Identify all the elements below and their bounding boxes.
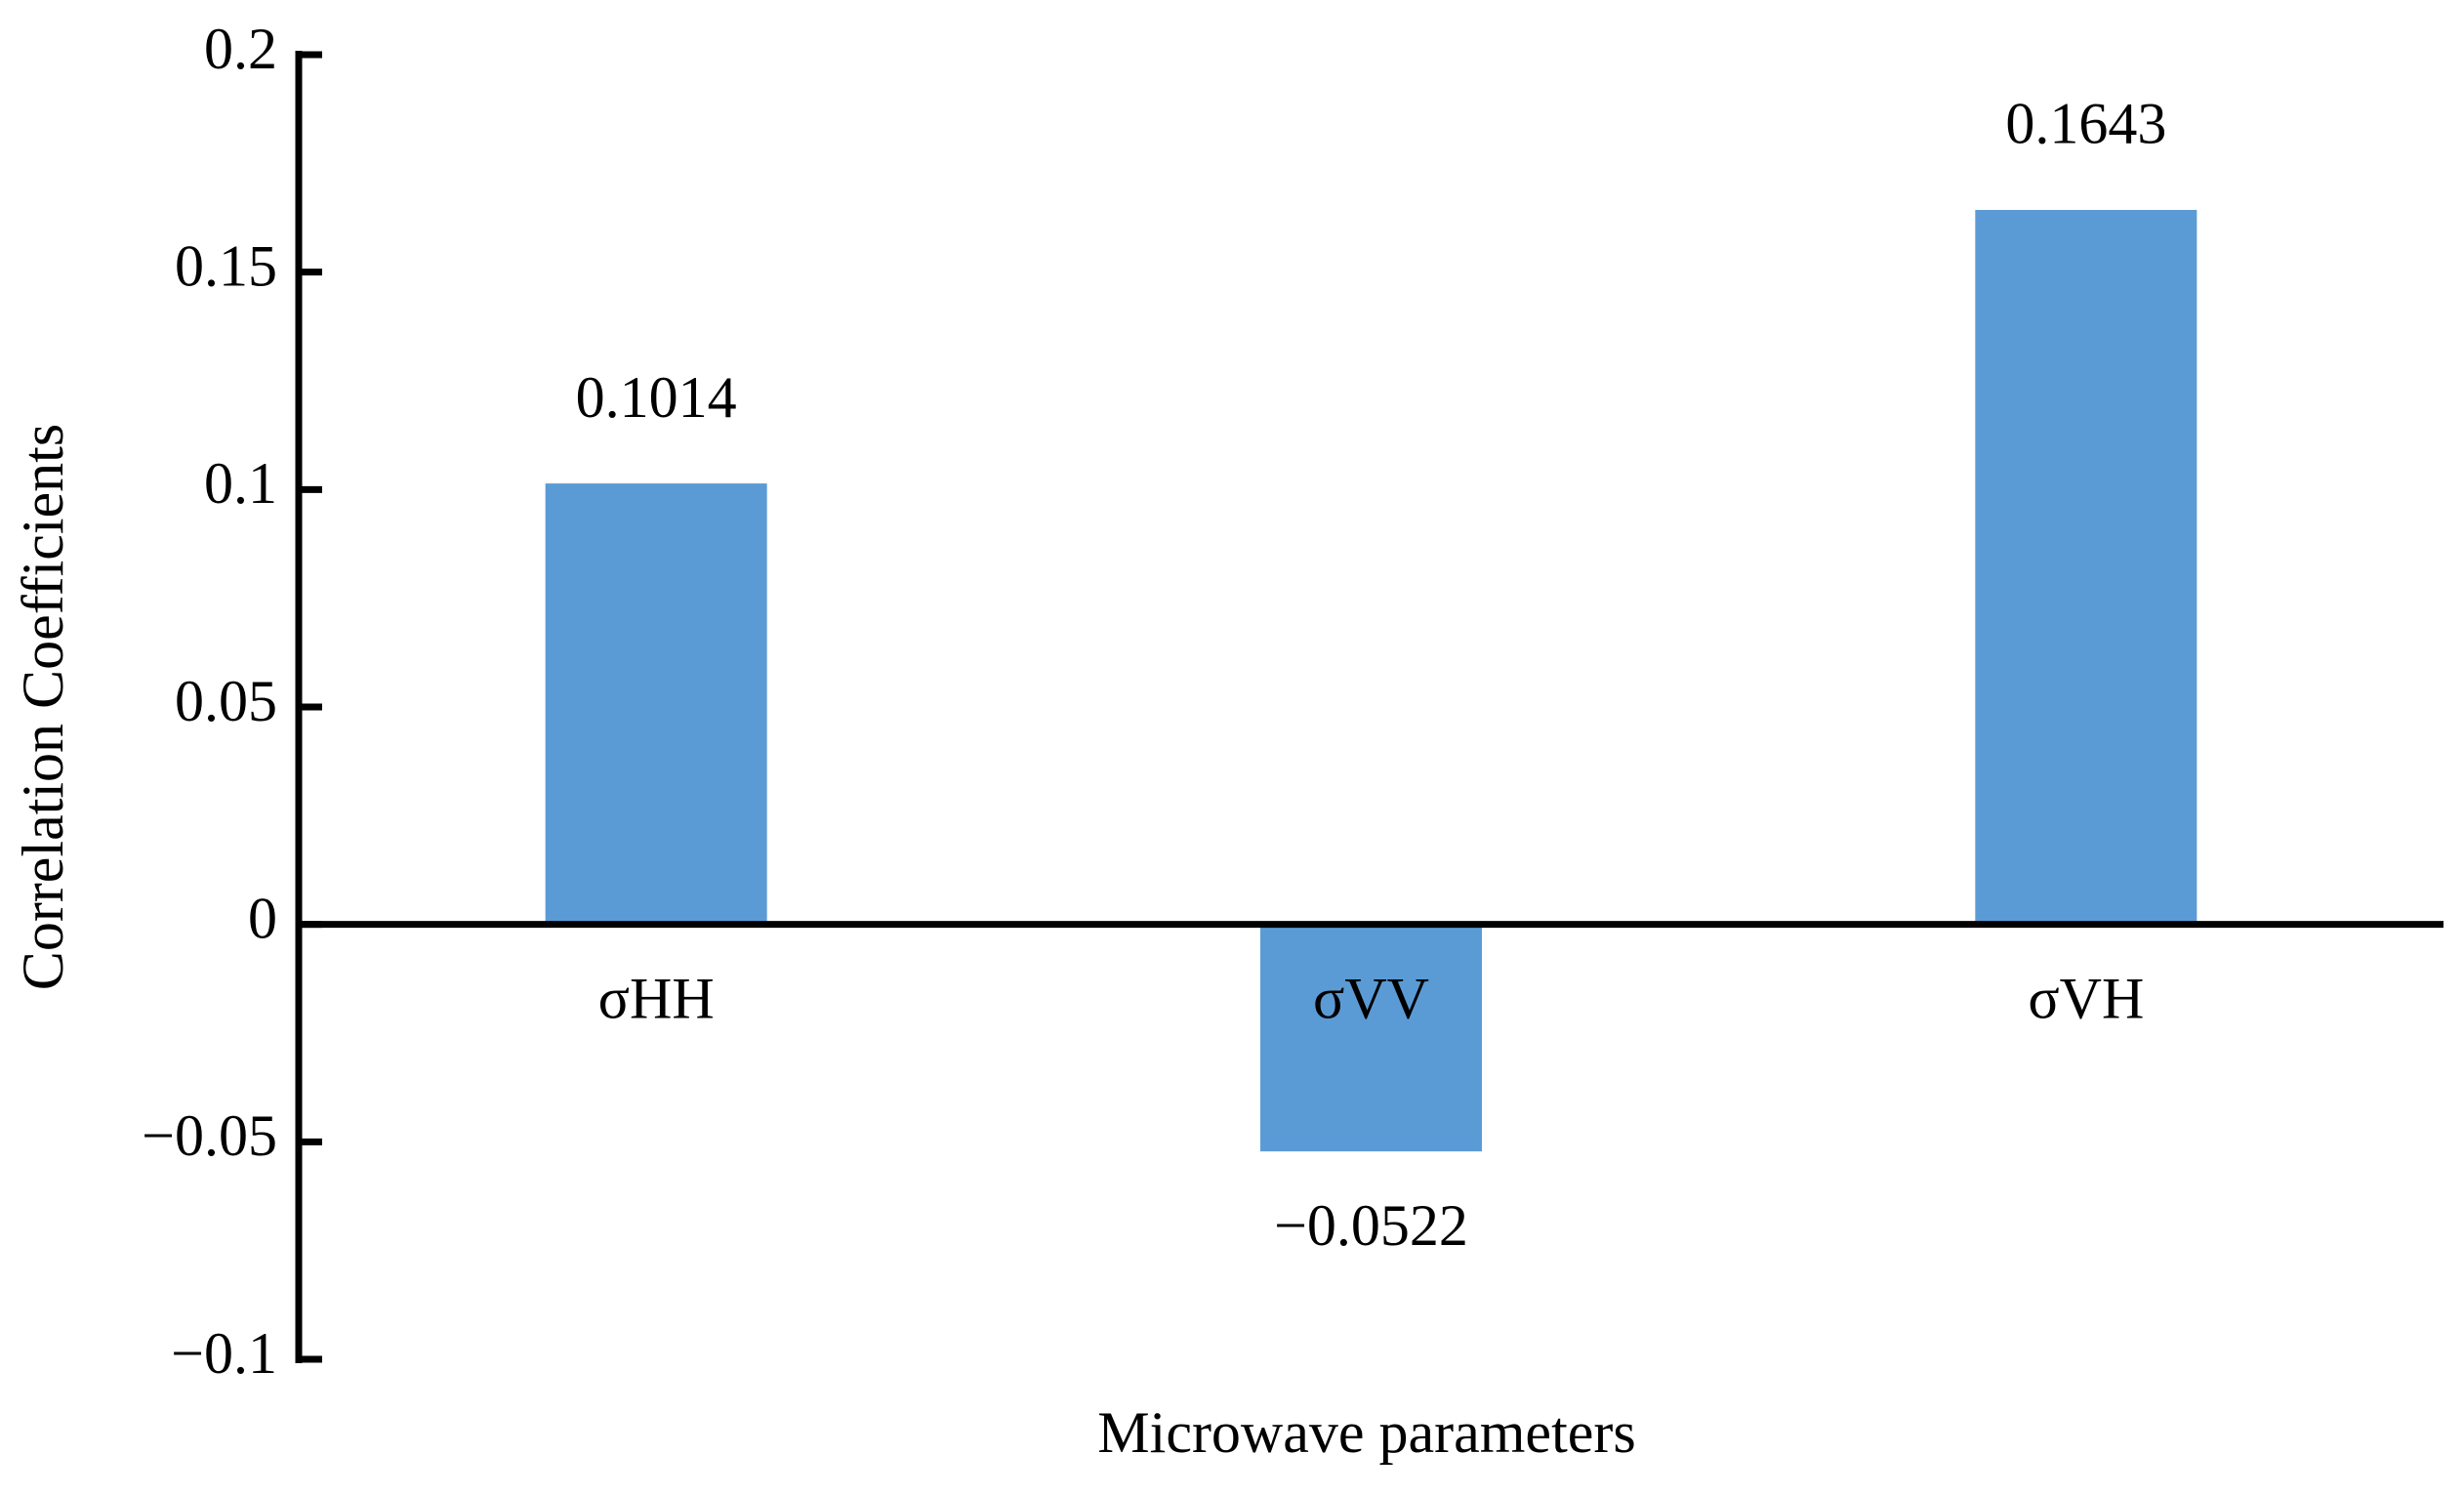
- bar: [1975, 209, 2197, 925]
- y-tick-label: 0.2: [204, 17, 277, 81]
- y-tick-label: 0.1: [204, 451, 277, 516]
- data-label: 0.1643: [2005, 92, 2166, 156]
- x-axis-title: Microwave parameters: [1097, 1400, 1635, 1465]
- y-tick-label: −0.05: [142, 1103, 277, 1168]
- y-axis-title: Correlation Coefficients: [11, 424, 75, 990]
- bar: [545, 483, 767, 925]
- x-tick-label: σHH: [598, 966, 715, 1030]
- data-label: 0.1014: [576, 365, 737, 430]
- x-tick-label: σVV: [1313, 966, 1429, 1030]
- y-tick-label: −0.1: [171, 1321, 277, 1386]
- x-tick-label: σVH: [2028, 966, 2144, 1030]
- data-label: −0.0522: [1274, 1193, 1468, 1258]
- y-tick-label: 0: [248, 886, 277, 950]
- y-tick-label: 0.05: [175, 669, 277, 733]
- y-tick-label: 0.15: [175, 233, 277, 298]
- bar: [1259, 924, 1483, 1152]
